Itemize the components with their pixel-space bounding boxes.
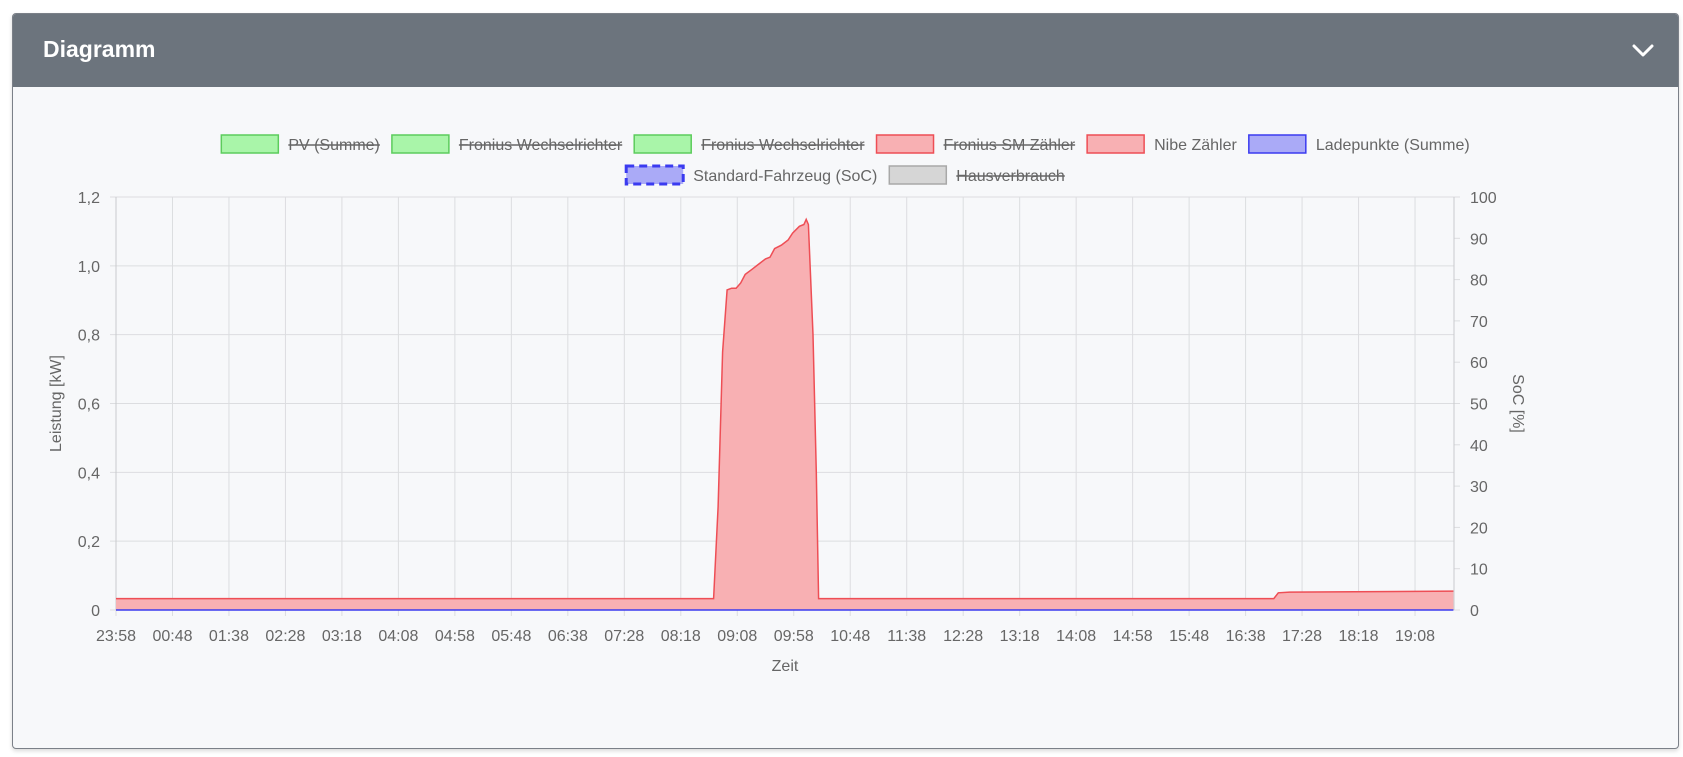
chevron-down-icon[interactable]: [1628, 36, 1658, 66]
y2-tick-label: 30: [1470, 479, 1488, 496]
x-tick-label: 10:48: [830, 628, 870, 645]
y-tick-label: 0: [91, 603, 100, 620]
x-tick-label: 23:58: [96, 628, 136, 645]
x-tick-label: 06:38: [548, 628, 588, 645]
legend-swatch[interactable]: [888, 165, 948, 185]
y-tick-label: 1,0: [78, 259, 100, 276]
y-tick-label: 1,2: [78, 190, 100, 207]
x-tick-label: 14:58: [1113, 628, 1153, 645]
legend-swatch[interactable]: [1086, 134, 1145, 154]
series-area: [116, 219, 1454, 610]
x-tick-label: 02:28: [265, 628, 305, 645]
x-tick-label: 13:18: [1000, 628, 1040, 645]
diagram-panel: Diagramm 23:58 00:48 01:38 02:28 03:18 04:08 0…: [12, 13, 1679, 749]
x-tick-label: 18:18: [1339, 628, 1379, 645]
panel-title: Diagramm: [43, 36, 156, 62]
y2-axis-title: SoC [%]: [1509, 374, 1526, 433]
chart-area: 23:58 00:48 01:38 02:28 03:18 04:08 04:58 05:48…: [13, 87, 1678, 748]
legend-item-label[interactable]: Ladepunkte (Summe): [1316, 137, 1470, 154]
y2-tick-label: 90: [1470, 231, 1488, 248]
x-tick-label: 12:28: [943, 628, 983, 645]
legend-swatch[interactable]: [1248, 134, 1307, 154]
y2-tick-label: 80: [1470, 273, 1488, 290]
x-tick-label: 04:58: [435, 628, 475, 645]
power-chart: 23:58 00:48 01:38 02:28 03:18 04:08 04:58 05:48…: [48, 134, 1526, 675]
y-axis-title: Leistung [kW]: [48, 355, 65, 452]
legend-swatch[interactable]: [220, 134, 280, 154]
legend-swatch[interactable]: [633, 134, 692, 154]
series-line: [116, 217, 1454, 600]
x-tick-label: 01:38: [209, 628, 249, 645]
x-tick-label: 15:48: [1169, 628, 1209, 645]
y-tick-label: 0,4: [78, 465, 100, 482]
x-tick-label: 00:48: [152, 628, 192, 645]
x-tick-label: 05:48: [491, 628, 531, 645]
legend-swatch[interactable]: [624, 164, 685, 186]
x-axis-title: Zeit: [772, 658, 799, 675]
x-tick-label: 19:08: [1395, 628, 1435, 645]
y2-tick-label: 40: [1470, 438, 1488, 455]
x-tick-label: 11:38: [887, 628, 926, 645]
y-tick-label: 0,2: [78, 534, 100, 551]
legend-item-label[interactable]: Standard-Fahrzeug (SoC): [693, 168, 877, 185]
y2-tick-label: 50: [1470, 397, 1488, 414]
legend-swatch[interactable]: [391, 134, 450, 154]
x-tick-label: 17:28: [1282, 628, 1322, 645]
y2-tick-label: 10: [1470, 562, 1488, 579]
x-tick-label: 14:08: [1056, 628, 1096, 645]
x-tick-label: 03:18: [322, 628, 362, 645]
x-tick-label: 16:38: [1226, 628, 1266, 645]
y-tick-label: 0,8: [78, 328, 100, 345]
y2-tick-label: 60: [1470, 355, 1488, 372]
y-tick-label: 0,6: [78, 397, 100, 414]
y2-tick-label: 20: [1470, 520, 1488, 537]
y2-tick-label: 70: [1470, 314, 1488, 331]
x-tick-label: 09:58: [774, 628, 814, 645]
x-tick-label: 04:08: [378, 628, 418, 645]
x-tick-label: 08:18: [661, 628, 701, 645]
y2-tick-label: 100: [1470, 190, 1497, 207]
panel-header[interactable]: Diagramm: [13, 14, 1678, 87]
x-tick-label: 07:28: [604, 628, 644, 645]
legend-item-label[interactable]: Nibe Zähler: [1154, 137, 1237, 154]
legend-swatch[interactable]: [875, 134, 935, 154]
y2-tick-label: 0: [1470, 603, 1479, 620]
x-tick-label: 09:08: [717, 628, 757, 645]
